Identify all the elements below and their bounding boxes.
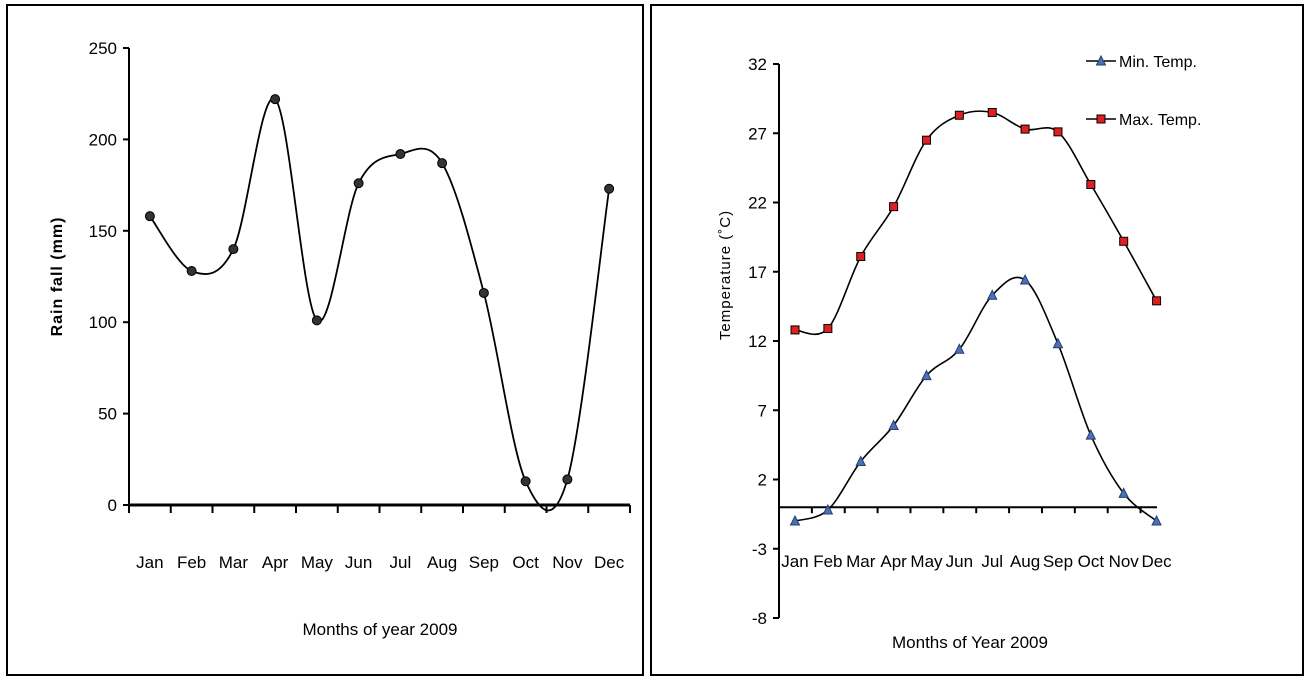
min-temp-point [1151, 514, 1162, 526]
y-tick-label: 2 [758, 471, 767, 490]
x-tick-label: Jul [981, 552, 1003, 571]
legend-max-temp-label: Max. Temp. [1119, 112, 1201, 129]
y-tick-label: -3 [752, 540, 767, 559]
max-temp-point [921, 135, 931, 145]
x-tick-label: Mar [846, 552, 876, 571]
legend-min-temp-marker [1095, 54, 1107, 66]
x-tick-label: Jan [781, 552, 808, 571]
y-axis-title: Rain fall (mm) [49, 217, 66, 337]
max-temp-point [1020, 124, 1030, 134]
min-temp-point [822, 503, 834, 515]
x-axis-title: Months of year 2009 [303, 620, 458, 639]
min-temp-point [954, 343, 965, 354]
min-temp-point [921, 369, 932, 381]
max-temp-point [1086, 179, 1096, 189]
y-tick-label: 7 [758, 401, 767, 420]
rainfall-chart-panel: 0 50 100 150 200 250 Jan Feb Mar Apr May Jun Jul Aug S… [6, 4, 644, 676]
rainfall-point [520, 476, 531, 487]
max-temp-point [889, 202, 899, 212]
x-tick-label: May [301, 553, 334, 572]
x-tick-label: Mar [219, 553, 249, 572]
x-tick-label: Sep [1043, 552, 1073, 571]
rainfall-point [437, 158, 448, 169]
y-tick-label: 100 [89, 313, 117, 332]
min-temp-point [1019, 273, 1031, 285]
y-tick-label: 27 [748, 124, 767, 143]
max-temp-point [1053, 127, 1063, 137]
max-temp-point [1152, 296, 1162, 306]
min-temp-point [789, 514, 801, 526]
max-temp-point [823, 324, 833, 334]
x-tick-label: Jun [946, 552, 973, 571]
min-temp-point [855, 455, 867, 466]
rainfall-point [604, 183, 615, 194]
y-tick-label: 50 [98, 405, 117, 424]
min-temp-point [986, 289, 998, 300]
y-tick-label: 22 [748, 194, 767, 213]
x-tick-label: Dec [1141, 552, 1172, 571]
x-tick-label: Apr [262, 553, 289, 572]
x-tick-label: Oct [1078, 552, 1105, 571]
legend-max-temp-marker [1096, 114, 1106, 124]
x-tick-label: Oct [512, 553, 539, 572]
x-tick-label: Nov [552, 553, 583, 572]
rainfall-point [270, 94, 281, 105]
x-axis-title: Months of Year 2009 [892, 633, 1048, 652]
rainfall-point [144, 211, 155, 222]
rainfall-point [353, 178, 364, 189]
x-tick-label: Jan [136, 553, 163, 572]
x-tick-label: Aug [427, 553, 457, 572]
x-tick-label: Nov [1109, 552, 1140, 571]
x-tick-label: Apr [880, 552, 907, 571]
y-tick-label: 17 [748, 263, 767, 282]
x-tick-label: Jul [390, 553, 412, 572]
y-tick-label: 250 [89, 39, 117, 58]
max-temp-point [1119, 236, 1129, 246]
max-temp-line [794, 110, 1158, 336]
max-temp-point [790, 325, 800, 335]
x-tick-label: May [910, 552, 943, 571]
rainfall-point [186, 266, 197, 277]
y-tick-label: 150 [89, 222, 117, 241]
rainfall-point [562, 474, 573, 485]
min-temp-point [1085, 429, 1097, 440]
x-tick-label: Feb [813, 552, 842, 571]
min-temp-point [1052, 337, 1064, 349]
y-axis-title: Temperature (˚C) [717, 210, 734, 340]
x-tick-label: Aug [1010, 552, 1040, 571]
min-temp-point [1118, 487, 1130, 498]
legend-min-temp-label: Min. Temp. [1119, 54, 1197, 71]
y-tick-label: 0 [108, 496, 117, 515]
temperature-chart-panel: -8 -3 2 7 12 17 22 27 32 Jan Feb Mar Apr May Jun Jul Aug… [650, 4, 1304, 676]
x-tick-label: Jun [345, 553, 372, 572]
y-tick-label: 32 [748, 55, 767, 74]
x-tick-label: Dec [594, 553, 625, 572]
rainfall-point [228, 244, 239, 255]
max-temp-point [987, 107, 997, 117]
rainfall-line [149, 97, 611, 512]
rainfall-point [311, 315, 322, 326]
y-tick-label: -8 [752, 609, 767, 628]
max-temp-point [954, 110, 964, 120]
max-temp-point [856, 252, 866, 262]
x-tick-label: Sep [469, 553, 499, 572]
y-tick-label: 12 [748, 332, 767, 351]
x-tick-label: Feb [177, 553, 206, 572]
min-temp-point [888, 419, 899, 430]
rainfall-point [478, 287, 489, 298]
rainfall-chart: 0 50 100 150 200 250 Jan Feb Mar Apr May Jun Jul Aug S… [49, 39, 631, 639]
y-tick-label: 200 [89, 130, 117, 149]
rainfall-point [395, 149, 406, 160]
min-temp-line [794, 276, 1158, 522]
